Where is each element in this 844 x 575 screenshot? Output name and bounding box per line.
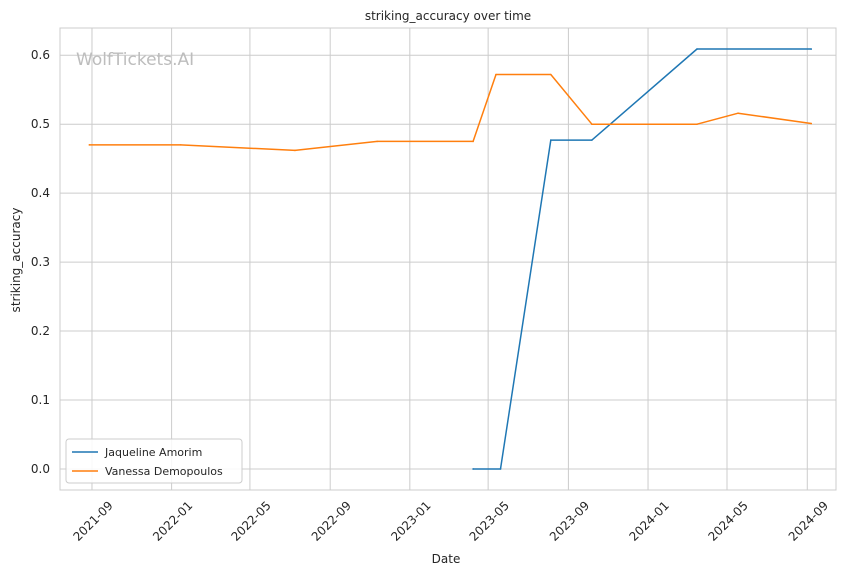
data-point xyxy=(472,468,474,470)
data-point xyxy=(294,149,296,152)
data-point xyxy=(737,112,739,114)
data-point xyxy=(495,73,497,76)
watermark: WolfTickets.AI xyxy=(76,50,194,70)
y-tick-label: 0.6 xyxy=(31,48,50,62)
data-point xyxy=(549,139,552,141)
y-tick-label: 0.4 xyxy=(31,186,50,200)
gridlines xyxy=(60,28,836,490)
legend-label: Vanessa Demopoulos xyxy=(105,465,223,478)
data-point xyxy=(591,139,593,141)
y-tick-label: 0.2 xyxy=(31,324,50,338)
y-axis-ticks: 0.0 0.1 0.2 0.3 0.4 0.5 0.6 xyxy=(31,48,50,476)
y-tick-label: 0.5 xyxy=(31,117,50,131)
plot-area xyxy=(59,27,837,491)
data-point xyxy=(472,140,474,143)
data-point xyxy=(696,48,698,50)
series-line-0 xyxy=(472,48,812,470)
x-axis-title: Date xyxy=(432,552,461,566)
chart-title: striking_accuracy over time xyxy=(365,9,531,23)
y-axis-title: striking_accuracy xyxy=(9,208,23,313)
legend-box xyxy=(65,438,243,484)
y-tick-label: 0.1 xyxy=(31,393,50,407)
series-layer xyxy=(88,48,812,470)
y-tick-label: 0.3 xyxy=(31,255,50,269)
y-tick-label: 0.0 xyxy=(31,462,50,476)
data-point xyxy=(810,122,812,125)
data-point xyxy=(591,123,593,125)
data-point xyxy=(499,468,502,470)
data-point xyxy=(549,73,552,76)
data-point xyxy=(179,144,182,146)
legend-label: Jaqueline Amorim xyxy=(104,446,202,459)
data-point xyxy=(696,123,698,125)
data-point xyxy=(88,144,91,146)
data-point xyxy=(810,48,812,50)
legend: Jaqueline Amorim Vanessa Demopoulos xyxy=(65,438,243,484)
data-point xyxy=(376,140,378,143)
